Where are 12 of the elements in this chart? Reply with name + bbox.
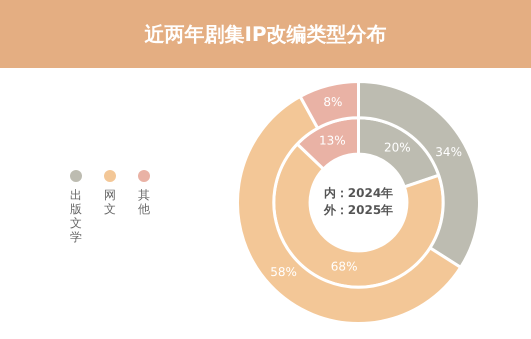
data-label: 8% (323, 95, 342, 110)
chart-title: 近两年剧集IP改编类型分布 (0, 0, 531, 68)
legend-label: 网文 (104, 188, 116, 216)
data-label: 34% (435, 145, 462, 160)
data-label: 13% (318, 133, 346, 148)
data-label: 68% (330, 260, 358, 274)
legend-label: 其他 (138, 188, 150, 216)
data-label: 58% (270, 265, 297, 280)
text: 外：2025年 (322, 203, 394, 218)
legend-label: 出版文学 (70, 188, 82, 244)
data-label: 20% (384, 140, 411, 155)
text: 内：2024年 (324, 186, 394, 200)
